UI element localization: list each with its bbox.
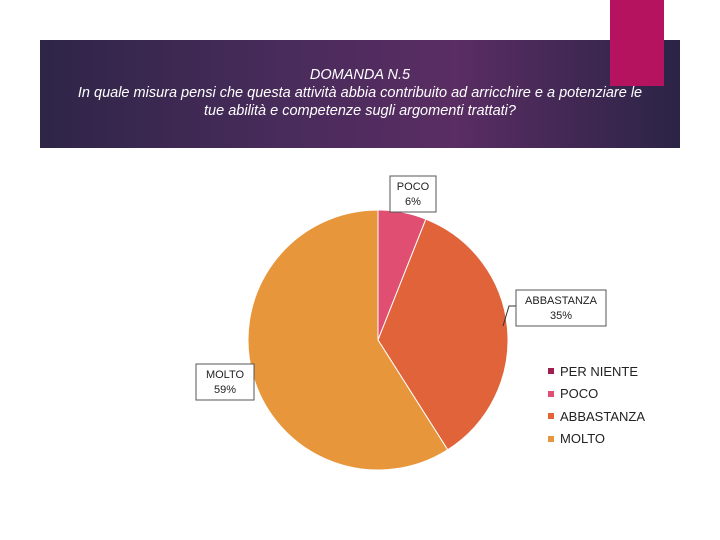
accent-bar	[610, 0, 664, 86]
legend-item-poco: POCO	[548, 383, 645, 406]
data-label-box-molto	[195, 363, 255, 401]
legend-label-per-niente: PER NIENTE	[560, 363, 639, 379]
legend-label-poco: POCO	[560, 386, 599, 402]
data-label-value-molto: 59%	[214, 384, 236, 396]
leader-line-abbastanza	[502, 305, 516, 327]
legend-label-molto: MOLTO	[560, 431, 606, 447]
pie-slice-abbastanza	[377, 218, 509, 451]
legend-label-abbastanza: ABBASTANZA	[560, 408, 646, 424]
legend-item-per-niente: PER NIENTE	[548, 360, 645, 383]
data-label-category-poco: POCO	[397, 181, 430, 193]
slide-title: DOMANDA N.5 In quale misura pensi che qu…	[40, 66, 680, 120]
data-label-box-poco	[389, 175, 437, 213]
legend-swatch-per-niente	[548, 368, 554, 375]
legend-swatch-abbastanza	[548, 413, 554, 420]
legend-swatch-molto	[548, 435, 554, 442]
data-label-category-molto: MOLTO	[206, 369, 245, 381]
title-line-2: In quale misura pensi che questa attivit…	[77, 85, 643, 101]
title-line-1: DOMANDA N.5	[309, 67, 411, 83]
title-line-3: tue abilità e competenze sugli argomenti…	[204, 103, 516, 119]
legend-item-molto: MOLTO	[548, 428, 645, 451]
data-label-value-abbastanza: 35%	[550, 310, 572, 322]
legend-item-abbastanza: ABBASTANZA	[548, 405, 645, 428]
title-banner	[40, 40, 680, 148]
data-label-box-abbastanza	[515, 289, 607, 327]
data-label-value-poco: 6%	[405, 196, 421, 208]
legend-swatch-poco	[548, 390, 554, 397]
data-label-category-abbastanza: ABBASTANZA	[525, 295, 598, 307]
chart-legend: PER NIENTE POCO ABBASTANZA MOLTO	[548, 360, 645, 450]
